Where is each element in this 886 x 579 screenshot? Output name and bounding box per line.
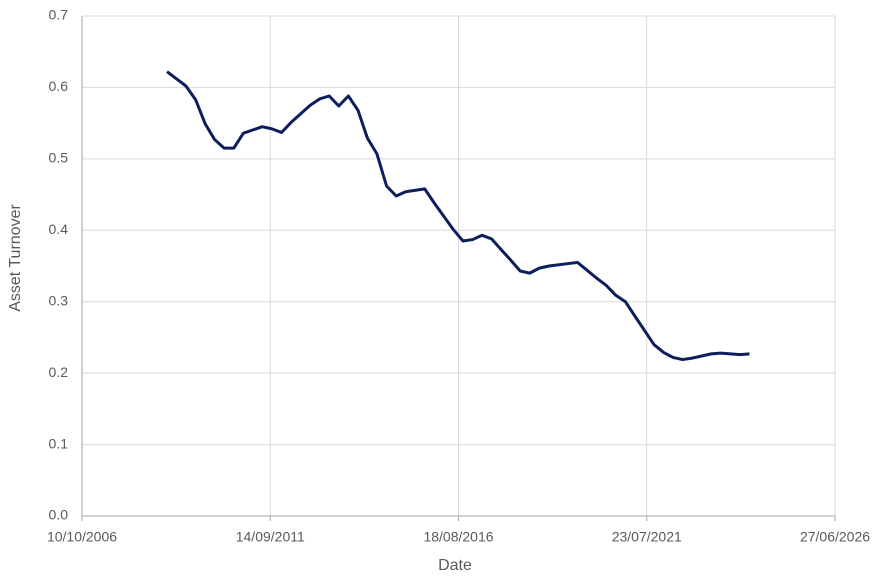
y-tick-label: 0.6 (49, 78, 69, 94)
x-tick-label: 23/07/2021 (612, 529, 682, 545)
y-tick-label: 0.3 (49, 292, 69, 308)
y-tick-label: 0.4 (49, 221, 69, 237)
x-tick-label: 18/08/2016 (423, 529, 493, 545)
data-line (166, 70, 750, 362)
y-tick-label: 0.2 (49, 364, 69, 380)
x-axis-title: Date (438, 557, 472, 574)
y-tick-label: 0.7 (49, 7, 69, 23)
x-tick-label: 10/10/2006 (47, 529, 117, 545)
x-tick-label: 14/09/2011 (236, 529, 305, 545)
y-tick-label: 0.5 (49, 150, 69, 166)
y-axis-title: Asset Turnover (7, 204, 24, 312)
x-tick-label: 27/06/2026 (800, 529, 870, 545)
y-tick-label: 0.1 (49, 435, 69, 451)
y-tick-label: 0.0 (49, 507, 69, 523)
